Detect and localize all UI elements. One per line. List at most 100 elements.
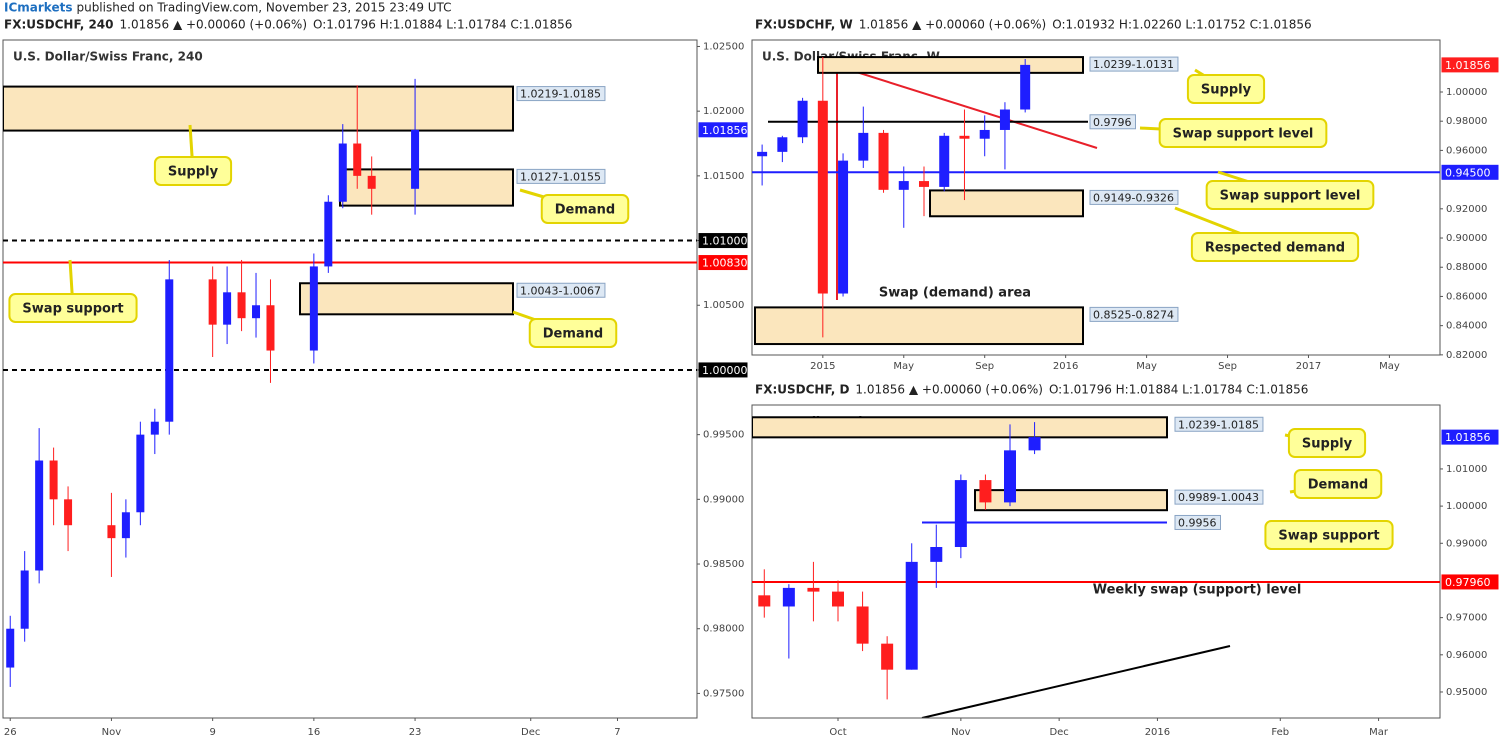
candle-body bbox=[20, 570, 29, 629]
candle-body bbox=[411, 129, 420, 189]
candle-body bbox=[367, 175, 376, 189]
candle-body bbox=[979, 480, 992, 503]
publisher[interactable]: ICmarkets bbox=[4, 1, 72, 15]
callout-box bbox=[1287, 428, 1367, 458]
header-ohlc: O:1.01932 H:1.02260 L:1.01752 C:1.01856 bbox=[1052, 18, 1311, 32]
x-tick-label: May bbox=[1136, 361, 1157, 372]
last-price-label: 1.01856 bbox=[1445, 431, 1491, 444]
candle-body bbox=[832, 591, 844, 607]
candle-body bbox=[757, 151, 768, 157]
zone-label-box bbox=[1174, 489, 1264, 505]
candle-body bbox=[878, 132, 889, 190]
annotation: Weekly swap (support) level bbox=[1093, 583, 1302, 598]
candle-body bbox=[150, 421, 159, 435]
candle-body bbox=[881, 643, 894, 670]
y-tick-label: 0.88000 bbox=[1446, 262, 1487, 273]
callout-box bbox=[1205, 180, 1375, 210]
candle-body bbox=[1004, 450, 1016, 503]
x-tick-label: 2017 bbox=[1296, 361, 1321, 372]
x-tick-label: 9 bbox=[209, 727, 215, 738]
x-tick-label: Nov bbox=[951, 727, 971, 738]
level-price-label-box bbox=[1441, 574, 1499, 590]
y-tick-label: 1.00000 bbox=[1446, 501, 1487, 512]
candle-body bbox=[797, 100, 808, 138]
header-ohlc: O:1.01796 H:1.01884 L:1.01784 C:1.01856 bbox=[313, 18, 572, 32]
zone-label: 1.0219-1.0185 bbox=[520, 88, 601, 101]
candle-body bbox=[237, 292, 246, 319]
zone bbox=[339, 168, 514, 207]
x-tick-label: 7 bbox=[614, 727, 620, 738]
zone-label-box bbox=[516, 168, 606, 184]
callout: Supply bbox=[1201, 83, 1252, 98]
callout: Swap support bbox=[1278, 529, 1379, 544]
y-tick-label: 0.98000 bbox=[703, 624, 744, 635]
callout: Swap support level bbox=[1173, 127, 1314, 142]
candle-body bbox=[898, 181, 909, 190]
x-tick-label: 16 bbox=[307, 727, 320, 738]
y-tick-label: 0.99500 bbox=[703, 430, 744, 441]
y-tick-label: 0.98000 bbox=[1446, 116, 1487, 127]
callout: Demand bbox=[1308, 478, 1369, 493]
candle-body bbox=[338, 143, 347, 202]
zone-label-box bbox=[516, 282, 606, 298]
candle-body bbox=[758, 595, 771, 607]
candle-body bbox=[266, 305, 275, 351]
plot-frame bbox=[2, 39, 698, 719]
x-tick-label: 26 bbox=[4, 727, 17, 738]
level-price-label-box bbox=[698, 362, 748, 378]
callout: Swap support level bbox=[1220, 189, 1361, 204]
y-tick-label: 1.00500 bbox=[703, 300, 744, 311]
x-tick-label: Feb bbox=[1271, 727, 1289, 738]
header-quote: 1.01856 ▲ +0.00060 (+0.06%) bbox=[859, 18, 1047, 32]
callout: Respected demand bbox=[1205, 241, 1345, 256]
zone-label: 0.8525-0.8274 bbox=[1093, 308, 1174, 321]
zone-label-box bbox=[1089, 189, 1179, 205]
candle-body bbox=[959, 135, 970, 139]
y-tick-label: 0.92000 bbox=[1446, 204, 1487, 215]
candle-body bbox=[858, 132, 869, 161]
callout-box bbox=[1264, 520, 1394, 550]
level-label-box bbox=[1174, 514, 1221, 530]
zone bbox=[754, 306, 1084, 346]
last-price-label: 1.01856 bbox=[702, 124, 748, 137]
level-price-label-box bbox=[698, 233, 748, 249]
y-tick-label: 1.02000 bbox=[703, 106, 744, 117]
last-price-label-box bbox=[1441, 429, 1499, 445]
candle-body bbox=[121, 512, 130, 539]
y-tick-label: 0.86000 bbox=[1446, 291, 1487, 302]
x-tick-label: Dec bbox=[521, 727, 540, 738]
x-tick-label: Sep bbox=[975, 361, 994, 372]
zone-label: 1.0239-1.0185 bbox=[1178, 418, 1259, 431]
zone-label: 0.9149-0.9326 bbox=[1093, 191, 1174, 204]
x-tick-label: Dec bbox=[1049, 727, 1068, 738]
callout: Supply bbox=[168, 165, 219, 180]
header-symbol: FX:USDCHF, W bbox=[755, 18, 853, 32]
level-price-label: 1.01000 bbox=[702, 235, 748, 248]
zone-label-box bbox=[1174, 416, 1264, 432]
y-tick-label: 0.82000 bbox=[1446, 350, 1487, 361]
callout-box bbox=[1186, 74, 1266, 104]
candle-body bbox=[309, 266, 318, 351]
chart-title: U.S. Dollar/Swiss Franc, 240 bbox=[13, 50, 203, 64]
candle-body bbox=[905, 561, 918, 670]
header-symbol: FX:USDCHF, 240 bbox=[4, 18, 114, 32]
x-tick-label: Sep bbox=[1218, 361, 1237, 372]
y-tick-label: 1.01000 bbox=[1446, 464, 1487, 475]
zone-label: 1.0239-1.0131 bbox=[1093, 58, 1174, 71]
candle-body bbox=[6, 628, 15, 668]
zone bbox=[974, 489, 1168, 512]
candle-body bbox=[1028, 437, 1041, 451]
candle-body bbox=[252, 305, 261, 319]
last-price-label-box bbox=[698, 122, 748, 138]
x-tick-label: Nov bbox=[102, 727, 122, 738]
y-tick-label: 0.99000 bbox=[703, 494, 744, 505]
zone bbox=[752, 416, 1168, 439]
x-tick-label: Mar bbox=[1369, 727, 1389, 738]
x-tick-label: May bbox=[893, 361, 914, 372]
y-tick-label: 1.01500 bbox=[703, 171, 744, 182]
level-price-label-box bbox=[698, 255, 748, 271]
level-price-label: 1.00830 bbox=[702, 257, 748, 270]
candle-body bbox=[807, 587, 820, 592]
candle-body bbox=[817, 100, 828, 294]
header-ohlc: O:1.01796 H:1.01884 L:1.01784 C:1.01856 bbox=[1049, 383, 1308, 397]
